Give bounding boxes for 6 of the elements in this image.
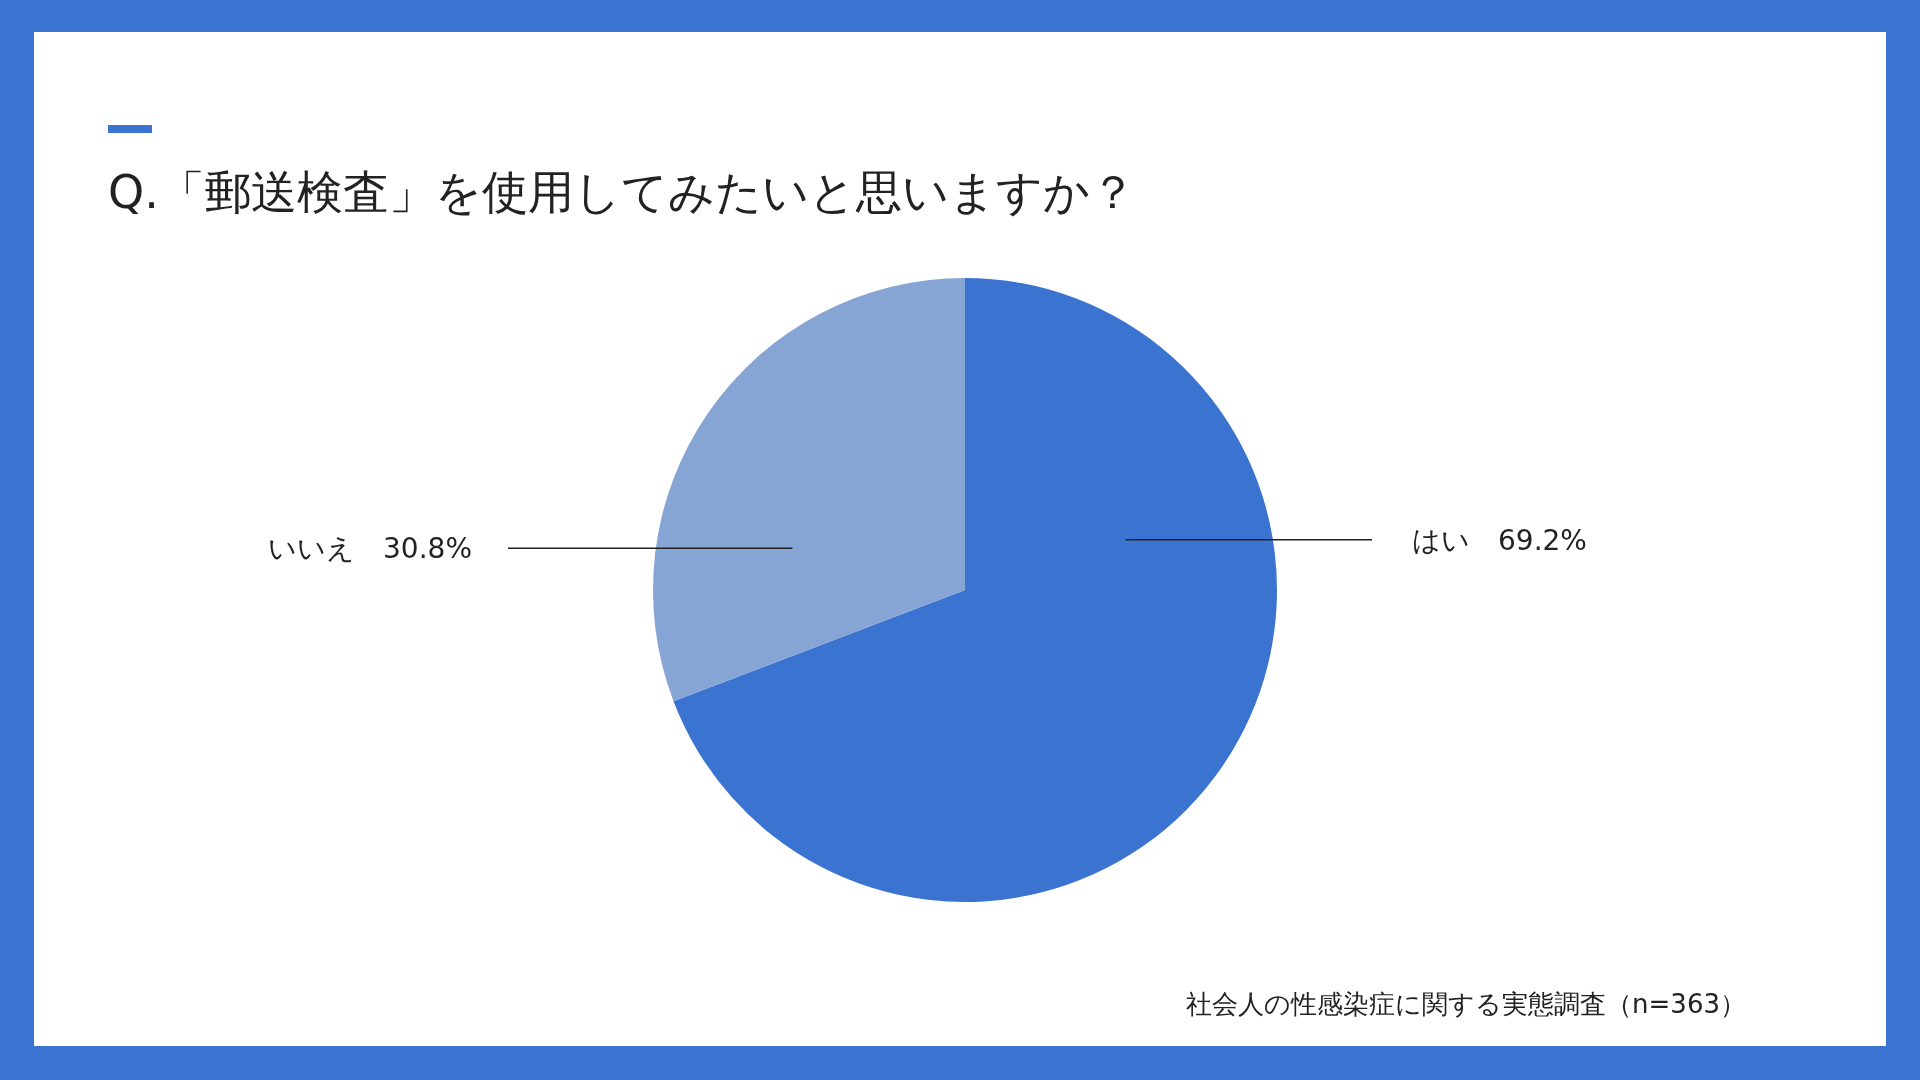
text: 社会人の性感染症に関する実態調査（n=363）	[1186, 988, 1746, 1021]
chart-title: Q.「郵送検査」を使用してみたいと思いますか？	[108, 164, 1136, 221]
pie-slice	[653, 278, 965, 702]
slice-label: いいえ 30.8%	[268, 532, 472, 565]
slice-label: はい 69.2%	[1412, 523, 1587, 557]
pie-slice	[673, 278, 1277, 902]
